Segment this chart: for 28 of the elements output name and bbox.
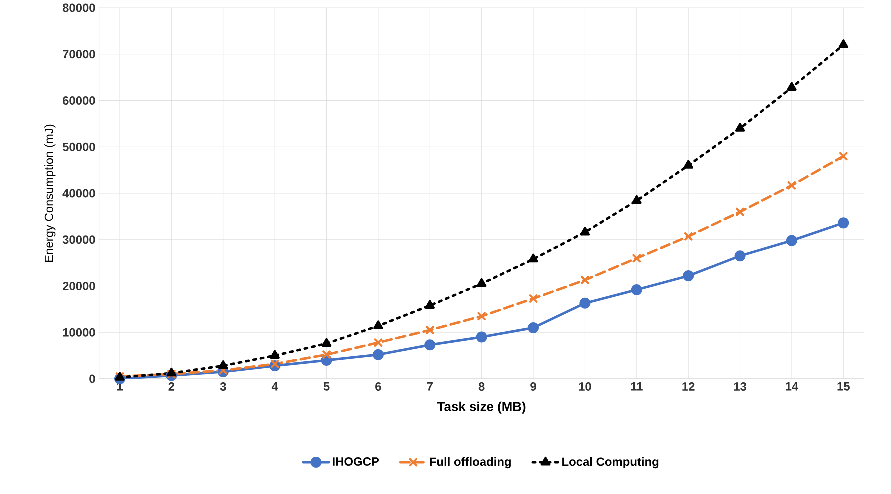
x-tick-label: 12 [682,382,695,391]
y-tick-label: 50000 [62,142,96,152]
x-tick-label: 4 [272,382,278,391]
y-tick-label: 80000 [62,4,96,12]
legend-label: Local Computing [562,457,659,469]
y-tick-label: 20000 [62,282,96,290]
legend-label: Full offloading [430,457,511,469]
x-tick-label: 14 [786,382,799,391]
y-tick-label: 10000 [63,328,96,337]
y-tick-label: 0 [90,374,96,384]
x-axis-title: Task size (MB) [437,402,526,414]
y-axis-title: Energy Consumption (mJ) [44,124,56,262]
x-tick-label: 6 [376,382,382,391]
x-tick-label: 5 [324,382,330,391]
y-tick-label: 40000 [62,189,96,198]
x-tick-label: 11 [631,382,643,391]
x-tick-label: 9 [530,382,536,391]
legend-label: IHOGCP [333,458,380,466]
x-tick-label: 8 [478,382,485,391]
x-tick-label: 10 [579,382,592,391]
y-tick-label: 60000 [63,96,96,105]
x-tick-label: 3 [220,382,226,392]
x-tick-label: 7 [427,382,433,391]
y-tick-label: 30000 [62,236,96,244]
x-tick-label: 13 [734,382,746,392]
x-tick-label: 15 [838,382,850,391]
y-tick-label: 70000 [63,50,96,59]
x-tick-label: 2 [168,382,175,391]
